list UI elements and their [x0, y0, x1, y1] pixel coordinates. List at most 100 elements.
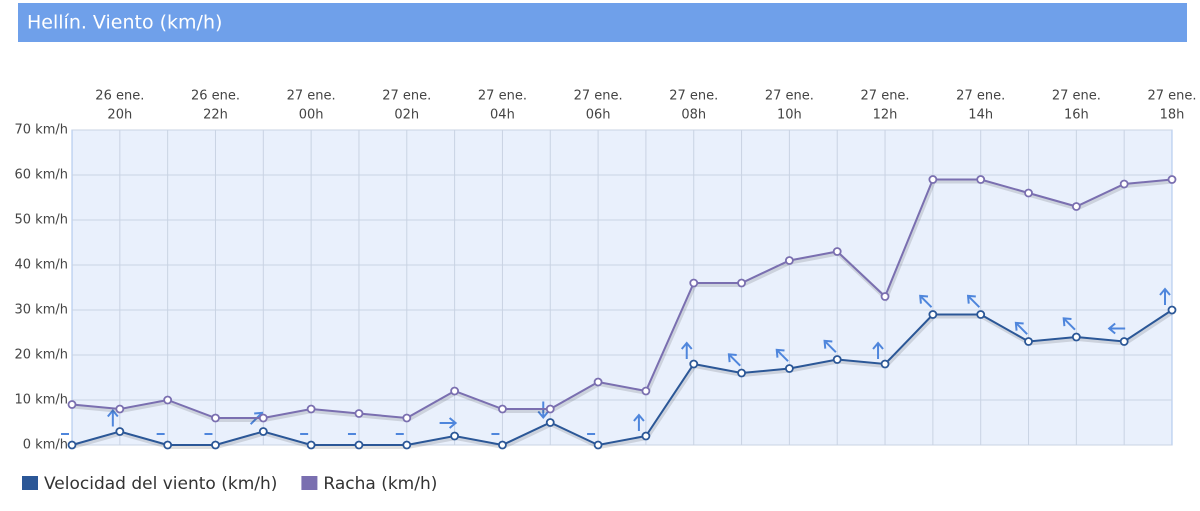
header-bar	[18, 3, 1187, 42]
arrow-shaft	[1015, 322, 1028, 335]
legend-swatch	[22, 476, 38, 490]
point	[689, 359, 699, 369]
point	[163, 440, 173, 450]
arrow-head	[872, 341, 884, 350]
point	[1167, 175, 1177, 184]
arrow-head	[966, 294, 976, 304]
x-tick-label: 27 ene.	[478, 89, 527, 104]
wind-arrow	[633, 413, 645, 431]
point	[737, 278, 746, 288]
y-tick-label: 30 km/h	[15, 303, 69, 318]
point	[545, 418, 555, 427]
wind-arrow	[680, 341, 693, 359]
chart-title: Hellín. Viento (km/h)	[27, 12, 222, 34]
point	[593, 377, 603, 387]
point	[211, 440, 220, 450]
x-tick-label: 20h	[107, 108, 132, 123]
point	[450, 431, 460, 441]
arrow-head	[1062, 317, 1072, 327]
wind-arrow	[966, 294, 981, 308]
y-tick-label: 20 km/h	[15, 348, 69, 363]
plot-area	[71, 129, 1173, 446]
wind-arrow	[439, 417, 458, 429]
x-tick-label: 10h	[777, 108, 802, 123]
arrow-head	[1159, 287, 1171, 296]
line	[71, 309, 1173, 447]
arrow-head	[727, 353, 737, 363]
x-tick-label: 27 ene.	[1147, 89, 1196, 104]
x-tick-label: 27 ene.	[861, 89, 910, 104]
line-shadow	[72, 310, 1175, 450]
arrow-head	[107, 408, 119, 418]
wind-arrow	[823, 339, 837, 353]
point	[1024, 188, 1033, 198]
point	[354, 440, 364, 450]
x-tick-label: 27 ene.	[382, 89, 431, 104]
arrow-head	[823, 339, 833, 349]
wind-arrow	[107, 408, 119, 427]
point	[1119, 337, 1129, 346]
point	[498, 404, 507, 414]
point	[67, 400, 77, 409]
arrow-head	[680, 341, 693, 350]
legend-label: Racha (km/h)	[323, 474, 437, 494]
arrow-head	[919, 294, 929, 304]
y-tick-label: 50 km/h	[15, 213, 69, 228]
arrow-head	[1107, 322, 1116, 335]
point	[402, 440, 412, 450]
point	[258, 413, 268, 423]
x-tick-label: 26 ene.	[95, 89, 144, 104]
arrow-head	[1014, 321, 1024, 331]
point	[211, 413, 220, 423]
x-tick-label: 08h	[681, 108, 706, 123]
wind-arrow	[1014, 321, 1028, 335]
x-tick-label: 06h	[586, 108, 611, 123]
x-tick-label: 16h	[1064, 108, 1089, 123]
wind-arrow	[1159, 287, 1171, 305]
point	[402, 413, 412, 423]
point	[1071, 332, 1081, 342]
arrow-head	[537, 410, 550, 420]
point	[354, 409, 364, 418]
x-tick-label: 12h	[873, 108, 898, 123]
wind-arrow	[872, 341, 884, 359]
arrow-shaft	[728, 354, 741, 367]
point	[163, 395, 173, 405]
arrow-head	[775, 348, 785, 358]
arrow-shaft	[920, 295, 933, 308]
line-shadow	[72, 179, 1174, 423]
y-tick-label: 70 km/h	[15, 123, 69, 138]
point	[689, 278, 699, 288]
point	[928, 310, 938, 319]
x-tick-label: 27 ene.	[956, 89, 1005, 104]
wind-arrow	[727, 353, 741, 367]
point	[832, 247, 842, 256]
point	[115, 427, 125, 436]
point	[306, 440, 316, 450]
point	[737, 368, 746, 378]
x-tick-label: 26 ene.	[191, 89, 240, 104]
point	[1167, 305, 1177, 315]
point	[115, 404, 125, 414]
point	[976, 175, 986, 184]
point	[67, 440, 77, 450]
x-tick-label: 27 ene.	[287, 89, 336, 104]
point	[641, 431, 651, 441]
wind-arrow	[1107, 322, 1126, 335]
x-tick-label: 27 ene.	[574, 89, 623, 104]
point	[1119, 179, 1129, 189]
wind-arrow	[919, 294, 933, 308]
x-tick-label: 04h	[490, 108, 515, 123]
legend-swatch	[301, 476, 318, 490]
y-tick-label: 0 km/h	[23, 438, 68, 453]
y-tick-label: 10 km/h	[15, 393, 69, 408]
arrow-head	[448, 417, 458, 429]
y-tick-label: 40 km/h	[15, 258, 69, 273]
arrow-shaft	[968, 295, 981, 308]
point	[450, 386, 460, 396]
point	[545, 404, 555, 414]
legend-label: Velocidad del viento (km/h)	[44, 474, 277, 494]
point	[880, 359, 890, 369]
point	[784, 364, 794, 373]
